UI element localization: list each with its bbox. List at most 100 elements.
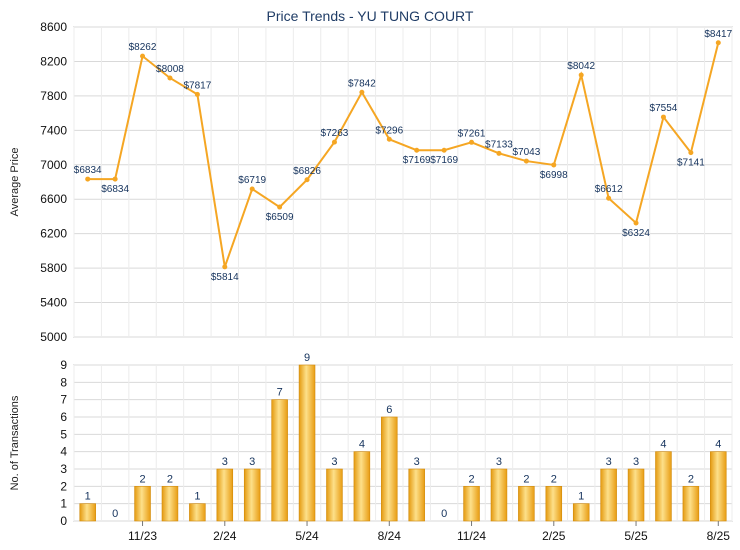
- transactions-data-label: 4: [715, 439, 721, 451]
- price-point: [633, 220, 639, 226]
- chart-title: Price Trends - YU TUNG COURT: [267, 8, 474, 24]
- transactions-data-label: 3: [331, 456, 337, 468]
- transactions-bar: [216, 468, 234, 522]
- transactions-data-label: 3: [249, 456, 255, 468]
- transactions-y-tick-label: 9: [60, 358, 67, 372]
- price-y-tick-label: 7400: [40, 123, 67, 137]
- price-data-label: $7169: [403, 155, 431, 166]
- x-tick-label: 5/24: [295, 529, 319, 543]
- price-y-ticks: 5000 5400 5800 6200 6600 7000 7400 7800 8200 8600: [40, 20, 67, 344]
- price-data-label: $6834: [101, 184, 129, 195]
- price-point: [469, 139, 475, 145]
- transactions-bar: [408, 468, 425, 522]
- transactions-bar: [490, 468, 508, 522]
- price-point: [331, 139, 337, 145]
- price-data-label: $7043: [512, 147, 540, 158]
- price-data-label: $6509: [266, 212, 294, 223]
- price-y-tick-label: 6600: [40, 192, 67, 206]
- transactions-bar: [545, 486, 563, 522]
- transactions-data-label: 3: [633, 456, 639, 468]
- transactions-bar: [710, 451, 727, 522]
- price-point: [112, 176, 118, 182]
- transactions-data-label: 2: [468, 473, 474, 485]
- transactions-data-label: 3: [222, 456, 228, 468]
- transactions-y-tick-label: 5: [60, 427, 67, 441]
- transactions-y-tick-label: 8: [60, 375, 67, 389]
- transactions-bar: [189, 503, 206, 522]
- price-point: [606, 195, 612, 201]
- price-point: [578, 72, 584, 78]
- price-panel: 5000 5400 5800 6200 6600 7000 7400 7800 8200 8600…: [9, 20, 733, 344]
- transactions-data-labels: 1 0 2 2 1 3 3 7 9 3 4 6 3 0 2 3 2 2 1 3 3 4 2 4: [85, 352, 722, 520]
- price-y-tick-label: 8600: [40, 20, 67, 34]
- price-data-label: $7842: [348, 78, 376, 89]
- transactions-y-ticks: 0 1 2 3 4 5 6 7 8 9: [60, 358, 67, 528]
- transactions-bar: [572, 503, 590, 522]
- price-points: [85, 40, 721, 270]
- x-tick-label: 8/24: [378, 529, 402, 543]
- transactions-data-label: 9: [304, 352, 310, 364]
- transactions-data-label: 2: [139, 473, 145, 485]
- price-point: [85, 176, 91, 182]
- transactions-data-label: 4: [359, 439, 365, 451]
- price-point: [496, 150, 502, 156]
- x-axis-ticks: 11/23 2/24 5/24 8/24 11/24 2/25 5/25 8/25: [128, 521, 730, 543]
- transactions-bar: [298, 364, 316, 522]
- price-data-label: $8417: [704, 29, 732, 40]
- transactions-data-label: 1: [578, 491, 584, 503]
- price-y-axis-label: Average Price: [9, 148, 21, 217]
- transactions-bar: [381, 416, 398, 522]
- transactions-data-label: 2: [688, 473, 694, 485]
- price-point: [304, 177, 310, 183]
- price-point: [660, 114, 666, 120]
- price-data-label: $8008: [156, 64, 184, 75]
- price-point: [359, 89, 365, 95]
- price-point: [414, 147, 420, 153]
- price-point: [715, 40, 721, 46]
- transactions-y-axis-label: No. of Transactions: [9, 395, 21, 490]
- transactions-gridlines: [73, 364, 733, 522]
- transactions-data-label: 2: [167, 473, 173, 485]
- x-tick-label: 8/25: [707, 529, 731, 543]
- price-data-label: $6834: [74, 165, 102, 176]
- x-tick-label: 5/25: [624, 529, 648, 543]
- x-tick-label: 2/24: [213, 529, 237, 543]
- price-y-tick-label: 7000: [40, 158, 67, 172]
- price-point: [194, 91, 200, 97]
- price-data-label: $7133: [485, 139, 513, 150]
- price-data-label: $6826: [293, 166, 321, 177]
- price-data-label: $7261: [458, 128, 486, 139]
- price-data-label: $8042: [567, 61, 595, 72]
- price-data-label: $5814: [211, 272, 239, 283]
- price-data-label: $6324: [622, 228, 650, 239]
- transactions-y-tick-label: 2: [60, 479, 67, 493]
- price-data-label: $6719: [238, 175, 266, 186]
- price-data-label: $6998: [540, 170, 568, 181]
- transactions-y-tick-label: 0: [60, 514, 67, 528]
- price-data-labels: $6834 $6834 $8262 $8008 $7817 $5814 $6719 $6509…: [74, 29, 733, 283]
- price-point: [688, 150, 694, 156]
- price-y-tick-label: 5800: [40, 261, 67, 275]
- transactions-y-tick-label: 4: [60, 445, 67, 459]
- price-y-tick-label: 5400: [40, 296, 67, 310]
- transactions-bar: [353, 451, 371, 522]
- transactions-data-label: 3: [606, 456, 612, 468]
- x-tick-label: 11/23: [128, 529, 157, 543]
- x-tick-label: 2/25: [542, 529, 566, 543]
- transactions-bar: [326, 468, 343, 522]
- transactions-data-label: 2: [551, 473, 557, 485]
- transactions-data-label: 4: [660, 439, 666, 451]
- price-point: [441, 147, 447, 153]
- price-y-tick-label: 6200: [40, 227, 67, 241]
- transactions-data-label: 1: [85, 491, 91, 503]
- transactions-data-label: 7: [277, 387, 283, 399]
- transactions-bar: [682, 486, 700, 522]
- price-data-label: $7817: [183, 80, 211, 91]
- transactions-y-tick-label: 3: [60, 462, 67, 476]
- price-y-tick-label: 8200: [40, 54, 67, 68]
- price-gridlines: [73, 26, 733, 338]
- transactions-y-tick-label: 1: [60, 497, 67, 511]
- transactions-bar: [600, 468, 617, 522]
- transactions-bar: [243, 468, 261, 522]
